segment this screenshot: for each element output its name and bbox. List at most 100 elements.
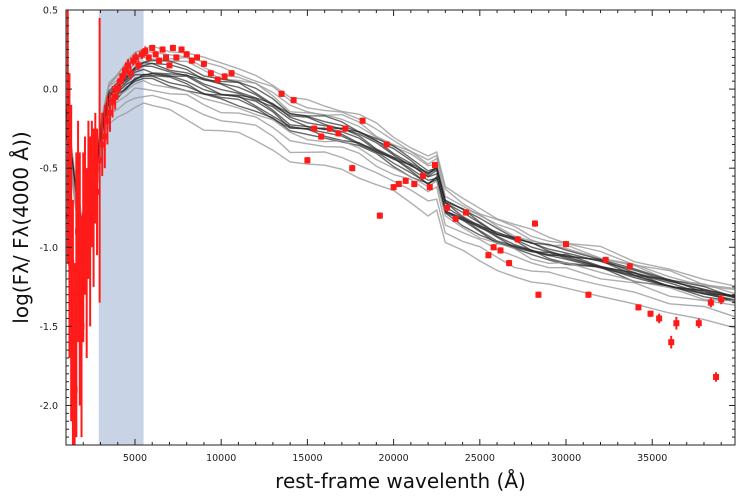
observed-points-layer xyxy=(66,10,725,445)
data-point xyxy=(656,315,663,322)
x-axis-ticks: 5000 10000 15000 20000 25000 30000 35000 xyxy=(82,10,722,464)
x-tick-label: 35000 xyxy=(637,453,667,464)
data-point xyxy=(156,57,163,64)
x-axis-label: rest-frame wavelenth (Å) xyxy=(275,469,526,493)
data-point xyxy=(647,310,654,317)
x-tick-label: 25000 xyxy=(465,453,495,464)
data-point xyxy=(707,299,714,306)
data-point xyxy=(695,320,702,327)
data-point xyxy=(278,90,285,97)
x-tick-label: 15000 xyxy=(292,453,322,464)
x-tick-label: 30000 xyxy=(551,453,581,464)
data-point xyxy=(402,177,409,184)
data-point xyxy=(125,62,132,69)
data-point xyxy=(485,252,492,259)
data-point xyxy=(531,220,538,227)
data-point xyxy=(80,244,87,251)
data-point xyxy=(342,125,349,132)
data-point xyxy=(99,141,106,148)
model-spectrum-line xyxy=(66,79,735,302)
data-point xyxy=(138,51,145,58)
data-point xyxy=(311,125,318,132)
data-point xyxy=(142,48,149,55)
data-point xyxy=(119,73,126,80)
data-point xyxy=(304,157,311,164)
data-point xyxy=(94,188,101,195)
data-point xyxy=(85,196,92,203)
data-point xyxy=(713,373,720,380)
data-point xyxy=(626,263,633,270)
data-point xyxy=(173,54,180,61)
data-point xyxy=(66,212,73,219)
data-point xyxy=(214,76,221,83)
data-point xyxy=(178,46,185,53)
data-point xyxy=(159,46,166,53)
data-point xyxy=(132,54,139,61)
data-point xyxy=(290,97,297,104)
data-point xyxy=(96,157,103,164)
data-point xyxy=(535,291,542,298)
y-axis-ticks: 0.5 0.0 -0.5 -1.0 -1.5 -2.0 xyxy=(39,6,735,446)
data-point xyxy=(376,212,383,219)
y-tick-label: -0.5 xyxy=(39,164,58,175)
data-point xyxy=(635,304,642,311)
data-point xyxy=(69,339,76,346)
y-tick-label: -1.5 xyxy=(39,322,58,333)
data-point xyxy=(514,236,521,243)
data-point xyxy=(411,181,418,187)
data-point xyxy=(104,117,111,124)
data-point xyxy=(109,98,116,105)
data-point xyxy=(114,86,121,93)
model-spectrum-line xyxy=(66,102,735,329)
y-axis-label: log(Fλ/ Fλ(4000 Å)) xyxy=(9,131,33,323)
data-point xyxy=(145,54,152,61)
data-point xyxy=(92,165,99,172)
data-point xyxy=(81,212,88,219)
data-point xyxy=(335,130,342,137)
data-point xyxy=(149,44,156,51)
x-tick-label: 10000 xyxy=(206,453,236,464)
data-point xyxy=(88,181,95,187)
data-point xyxy=(68,260,75,267)
data-point xyxy=(463,209,470,216)
plot-frame xyxy=(65,9,736,446)
data-point xyxy=(166,62,173,69)
y-tick-label: -2.0 xyxy=(39,401,58,412)
data-point xyxy=(426,184,433,191)
y-tick-label: 0.0 xyxy=(43,85,58,96)
data-point xyxy=(83,260,90,267)
data-point xyxy=(228,70,235,77)
data-point xyxy=(163,54,170,61)
data-point xyxy=(135,62,142,69)
y-tick-label: -1.0 xyxy=(39,243,58,254)
data-point xyxy=(76,275,83,282)
model-spectrum-line xyxy=(66,94,735,318)
data-point xyxy=(130,57,137,64)
data-point xyxy=(359,117,366,124)
data-point xyxy=(73,291,80,298)
data-point xyxy=(112,94,119,100)
data-point xyxy=(585,291,592,298)
data-point xyxy=(490,244,497,251)
data-point xyxy=(668,339,675,346)
data-point xyxy=(122,67,129,74)
data-point xyxy=(194,54,201,61)
data-point xyxy=(602,256,609,263)
data-point xyxy=(71,386,78,393)
data-point xyxy=(673,320,680,327)
model-spectrum-line xyxy=(66,72,735,303)
data-point xyxy=(349,165,356,172)
data-point xyxy=(106,109,113,116)
data-point xyxy=(419,173,426,180)
data-point xyxy=(718,296,725,303)
data-point xyxy=(318,133,325,140)
data-point xyxy=(90,204,97,211)
data-point xyxy=(497,247,504,254)
data-point xyxy=(87,228,94,235)
data-point xyxy=(563,241,570,248)
data-point xyxy=(383,141,390,148)
data-point xyxy=(152,51,159,58)
data-point xyxy=(127,70,134,77)
x-tick-label: 5000 xyxy=(123,453,147,464)
